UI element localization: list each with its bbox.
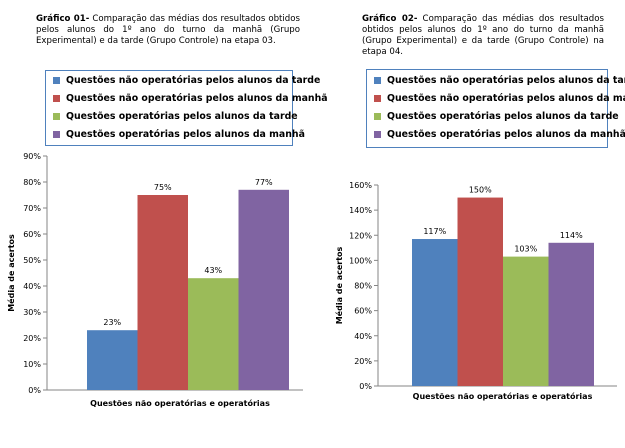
chart1-legend-swatch-2 [53,95,60,102]
chart1-y-tick-label: 40% [23,282,41,291]
chart2-y-tick-label: 100% [349,256,372,265]
chart2-y-axis-title: Média de acertos [334,246,344,324]
chart1-data-label-4: 77% [255,178,273,187]
chart1-bar-3 [188,278,239,390]
chart2-legend: Questões não operatórias pelos alunos da… [366,69,625,148]
chart1-legend-swatch-3 [53,113,60,120]
chart2-legend-swatch-3 [374,113,381,120]
chart2-data-label-4: 114% [560,231,583,240]
chart1-y-tick-label: 80% [23,178,41,187]
chart2-bar-2 [457,197,503,386]
chart2-legend-label-3: Questões operatórias pelos alunos da tar… [387,111,619,122]
chart1-data-label-1: 23% [103,318,121,327]
chart1-x-axis-title: Questões não operatórias e operatórias [90,398,270,408]
chart2-caption: Gráfico 02- Comparação das médias dos re… [362,14,604,58]
chart1-data-label-2: 75% [154,183,172,192]
chart1-y-axis-title: Média de acertos [6,234,16,312]
chart2-bar-1 [412,239,458,386]
chart2-legend-swatch-2 [374,95,381,102]
chart2-y-tick-label: 40% [354,332,372,341]
chart2-data-label-1: 117% [423,227,446,236]
chart1-caption-text: Comparação das médias dos resultados obt… [36,14,300,46]
chart1-y-tick-label: 10% [23,360,41,369]
chart1-legend-swatch-1 [53,77,60,84]
chart2-y-tick-label: 120% [349,231,372,240]
chart1-caption: Gráfico 01- Comparação das médias dos re… [36,14,300,47]
chart2-legend-label-1: Questões não operatórias pelos alunos da… [387,75,625,86]
chart2-data-label-2: 150% [469,186,492,195]
chart2-bar-4 [548,242,594,386]
chart2-legend-swatch-4 [374,131,381,138]
chart2-caption-bold: Gráfico 02- [362,14,418,24]
chart2-y-tick-label: 60% [354,307,372,316]
chart1-y-tick-label: 20% [23,334,41,343]
chart2-data-label-3: 103% [514,245,537,254]
chart1-legend-label-3: Questões operatórias pelos alunos da tar… [66,111,298,122]
chart1-legend-label-2: Questões não operatórias pelos alunos da… [66,93,328,104]
chart1-legend-label-1: Questões não operatórias pelos alunos da… [66,75,321,86]
chart1-caption-bold: Gráfico 01- [36,14,90,24]
chart1-y-tick-label: 90% [23,152,41,161]
chart1-y-tick-label: 60% [23,230,41,239]
chart2-y-tick-label: 80% [354,282,372,291]
chart1-y-tick-label: 0% [28,386,41,395]
chart1-legend: Questões não operatórias pelos alunos da… [45,70,328,146]
chart1-bar-2 [137,195,188,390]
chart2-y-tick-label: 0% [359,382,372,391]
chart1-y-tick-label: 70% [23,204,41,213]
chart2-legend-label-4: Questões operatórias pelos alunos da man… [387,129,625,140]
chart2-legend-label-2: Questões não operatórias pelos alunos da… [387,93,625,104]
chart2-legend-swatch-1 [374,77,381,84]
chart1-legend-label-4: Questões operatórias pelos alunos da man… [66,129,305,140]
chart2-caption-text: Comparação das médias dos resultados obt… [362,14,604,57]
chart1-plot: 0% 10% 20% 30% 40% 50% 60% 70% 80% 90% 23% 75% 43% 77… [6,152,303,408]
chart2-plot: 0% 20% 40% 60% 80% 100% 120% 140% 160% 117% 150% 10… [334,181,617,401]
chart2-x-axis-title: Questões não operatórias e operatórias [413,391,593,401]
chart1-y-tick-label: 50% [23,256,41,265]
chart1-data-label-3: 43% [204,266,222,275]
chart2-y-tick-label: 160% [349,181,372,190]
chart2-y-tick-label: 20% [354,357,372,366]
chart1-bar-1 [87,330,138,390]
chart1-legend-swatch-4 [53,131,60,138]
chart2-bar-3 [503,256,549,386]
chart1-bar-4 [238,189,289,390]
chart2-y-tick-label: 140% [349,206,372,215]
chart1-y-tick-label: 30% [23,308,41,317]
